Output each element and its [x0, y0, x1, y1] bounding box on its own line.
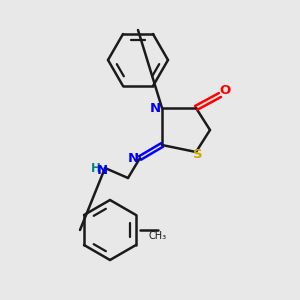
Text: N: N: [96, 164, 108, 176]
Text: O: O: [219, 85, 231, 98]
Text: CH₃: CH₃: [149, 231, 167, 241]
Text: S: S: [193, 148, 203, 160]
Text: N: N: [149, 101, 161, 115]
Text: N: N: [128, 152, 139, 164]
Text: H: H: [91, 161, 101, 175]
